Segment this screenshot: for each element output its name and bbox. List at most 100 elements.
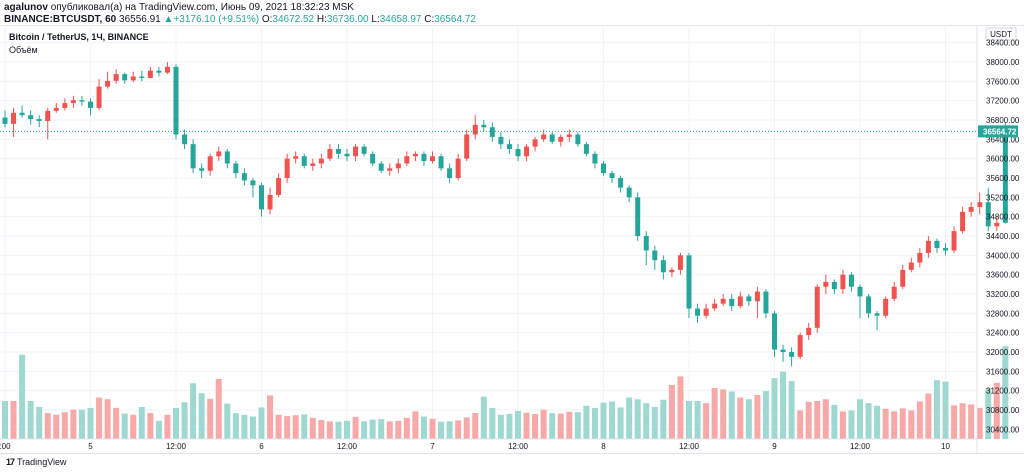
volume-bar <box>344 420 350 439</box>
volume-bar <box>104 399 111 439</box>
y-tick-label: 38000.00 <box>986 58 1020 67</box>
candle-body <box>643 236 649 251</box>
candle-body <box>233 163 239 174</box>
volume-bar <box>1002 346 1009 439</box>
candle-body <box>498 136 504 145</box>
volume-bar <box>198 393 205 439</box>
volume-bar <box>848 410 855 439</box>
candle-body <box>464 134 470 159</box>
volume-bar <box>891 411 898 439</box>
x-tick-label: 12:00 <box>850 442 871 451</box>
volume-bar <box>797 410 804 439</box>
volume-bar <box>780 371 787 439</box>
volume-bar <box>745 399 752 439</box>
volume-bar <box>463 417 470 439</box>
candle-body <box>857 286 863 297</box>
candle-body <box>164 66 170 73</box>
volume-bar <box>694 401 701 439</box>
volume-bar <box>857 399 863 439</box>
candle-body <box>318 158 324 164</box>
volume-bar <box>352 416 359 439</box>
y-tick-label: 32400.00 <box>986 329 1020 338</box>
y-tick-label: 37200.00 <box>986 97 1020 106</box>
volume-bar <box>36 407 43 439</box>
volume-bar <box>27 401 34 439</box>
high-value: 36736.00 <box>326 14 369 25</box>
volume-bar <box>523 412 530 439</box>
volume-bar <box>703 403 710 439</box>
candle-body <box>960 211 966 232</box>
candle-body <box>524 146 530 157</box>
y-tick-label: 36000.00 <box>986 155 1020 164</box>
volume-bar <box>874 405 881 439</box>
volume-bar <box>677 376 684 439</box>
candle-body <box>541 134 547 140</box>
tradingview-brand: TradingView <box>17 457 67 467</box>
ohlc-legend: BINANCE:BTCUSDT, 60 36556.91 ▲+3176.10 (… <box>4 13 476 26</box>
volume-bar <box>113 407 120 439</box>
candle-body <box>549 134 555 142</box>
currency-box <box>985 27 1017 41</box>
volume-bar <box>591 407 598 439</box>
volume-bar <box>215 378 222 439</box>
volume-bar <box>549 413 556 439</box>
low-label: L: <box>371 14 380 25</box>
candle-body <box>943 248 948 251</box>
low-value: 34658.97 <box>379 14 422 25</box>
volume-bar <box>831 404 838 439</box>
chart-frame[interactable] <box>0 25 1024 454</box>
up-triangle-icon: ▲ <box>163 14 174 25</box>
candle-body <box>934 240 940 249</box>
candle-body <box>156 70 162 73</box>
candle-body <box>660 260 666 273</box>
author-name[interactable]: agalunov <box>4 2 48 13</box>
volume-bar <box>865 403 872 439</box>
candle-body <box>301 156 307 166</box>
y-tick-label: 34000.00 <box>986 251 1020 260</box>
candle-body <box>147 70 153 78</box>
y-tick-label: 32000.00 <box>986 348 1020 357</box>
volume-bar <box>207 398 214 439</box>
volume-bar <box>916 401 923 439</box>
candle-body <box>994 222 1000 227</box>
volume-bar <box>249 416 256 439</box>
candle-body <box>11 112 17 124</box>
x-tick-label: 10 <box>941 442 950 451</box>
candle-body <box>686 255 692 309</box>
volume-bar <box>472 413 479 439</box>
volume-bar <box>788 381 795 439</box>
candle-body <box>88 101 93 108</box>
volume-bar <box>173 407 179 439</box>
volume-bar <box>976 407 983 439</box>
y-tick-label: 33600.00 <box>986 271 1020 280</box>
volume-bar <box>668 385 675 439</box>
volume-bar <box>335 421 342 439</box>
candle-body <box>806 327 812 336</box>
currency-label: USDT <box>990 30 1012 39</box>
volume-bar <box>771 378 778 439</box>
volume-bar <box>532 413 539 439</box>
candle-body <box>515 149 521 157</box>
volume-bar <box>326 421 333 439</box>
tradingview-logo[interactable]: 17 TradingView <box>6 457 67 467</box>
candle-body <box>677 255 683 270</box>
volume-bar <box>267 395 274 439</box>
candle-body <box>105 80 111 87</box>
volume-bar <box>762 391 769 439</box>
candle-body <box>874 313 880 316</box>
tradingview-logo-icon: 17 <box>6 457 15 467</box>
candle-body <box>848 274 854 287</box>
volume-bar <box>403 417 410 439</box>
x-tick-label: 12:00 <box>508 442 529 451</box>
candle-body <box>652 250 658 261</box>
candle-body <box>489 127 495 137</box>
x-tick-label: 5 <box>88 442 93 451</box>
x-tick-label: 8 <box>601 442 606 451</box>
candle-body <box>45 110 51 121</box>
y-tick-label: 31200.00 <box>986 387 1020 396</box>
volume-bar <box>506 413 513 439</box>
volume-bar <box>985 388 992 439</box>
volume-bar <box>711 388 718 439</box>
publish-info: опубликовал(а) на TradingView.com, Июнь … <box>50 2 354 13</box>
